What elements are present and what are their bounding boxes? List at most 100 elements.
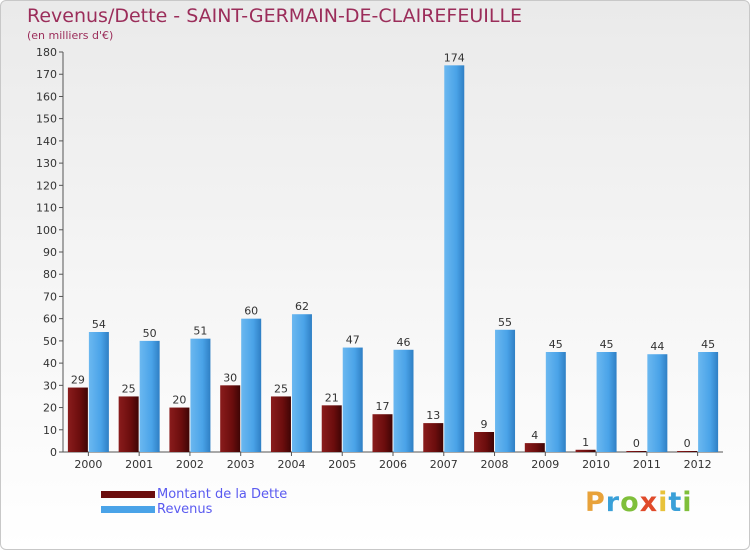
data-label-dette-2009: 4 [531,429,538,442]
logo-letter: i [682,487,693,518]
data-label-revenus-2000: 54 [92,318,106,331]
bar-dette-2007 [423,423,444,452]
bar-chart: 0102030405060708090100110120130140150160… [36,46,723,471]
bar-revenus-2001 [139,340,160,452]
bar-dette-2012 [677,451,698,452]
data-label-revenus-2007: 174 [444,51,465,64]
legend-label-dette: Montant de la Dette [157,487,288,502]
y-tick-label: 40 [43,357,57,370]
data-label-revenus-2006: 46 [397,336,411,349]
chart-title: Revenus/Dette - SAINT-GERMAIN-DE-CLAIREF… [27,5,523,27]
legend-label-revenus: Revenus [157,502,213,517]
chart-subtitle: (en milliers d'€) [27,29,114,42]
data-label-revenus-2010: 45 [600,338,614,351]
bar-revenus-2007 [444,65,465,452]
bar-revenus-2008 [495,329,516,452]
y-tick-label: 20 [43,402,57,415]
logo-letter: P [585,487,606,518]
data-label-revenus-2012: 45 [701,338,715,351]
x-tick-label: 2002 [176,458,204,471]
bar-revenus-2012 [698,352,719,452]
y-tick-label: 0 [50,446,57,459]
data-label-dette-2005: 21 [325,391,339,404]
y-tick-label: 130 [36,157,57,170]
y-tick-label: 170 [36,68,57,81]
data-label-dette-2012: 0 [684,437,691,450]
y-tick-label: 140 [36,135,57,148]
legend-item-revenus: Revenus [101,502,287,517]
bar-dette-2009 [524,443,545,452]
logo-letter: o [620,487,640,518]
legend-swatch-dette [101,491,155,498]
logo-letter: t [668,487,683,518]
bar-revenus-2009 [545,352,566,452]
data-label-dette-2007: 13 [426,409,440,422]
x-tick-label: 2009 [531,458,559,471]
bar-dette-2004 [270,396,291,452]
bar-revenus-2002 [190,338,211,452]
data-label-revenus-2005: 47 [346,334,360,347]
y-tick-label: 50 [43,335,57,348]
bar-dette-2008 [474,432,495,452]
y-tick-label: 180 [36,46,57,59]
y-tick-label: 70 [43,290,57,303]
y-tick-label: 100 [36,224,57,237]
bar-revenus-2011 [647,354,668,452]
chart-labels: 29 54 25 50 20 51 30 60 25 62 21 47 17 46 13 174 9 55 4 45 1… [71,51,715,450]
bar-dette-2006 [372,414,393,452]
bar-dette-2005 [321,405,342,452]
data-label-revenus-2008: 55 [498,316,512,329]
data-label-dette-2006: 17 [376,400,390,413]
x-tick-label: 2004 [277,458,305,471]
data-label-dette-2008: 9 [481,418,488,431]
x-tick-label: 2010 [582,458,610,471]
y-tick-label: 120 [36,179,57,192]
x-tick-label: 2007 [430,458,458,471]
y-tick-label: 10 [43,424,57,437]
x-tick-label: 2003 [227,458,255,471]
data-label-dette-2001: 25 [122,382,136,395]
bar-dette-2000 [67,387,88,452]
data-label-revenus-2004: 62 [295,300,309,313]
bar-revenus-2010 [596,352,617,452]
y-tick-label: 110 [36,202,57,215]
y-tick-label: 150 [36,113,57,126]
bar-dette-2011 [626,451,647,452]
x-tick-label: 2000 [74,458,102,471]
x-tick-label: 2005 [328,458,356,471]
x-tick-label: 2006 [379,458,407,471]
y-tick-label: 90 [43,246,57,259]
data-label-dette-2002: 20 [172,394,186,407]
data-label-revenus-2003: 60 [244,305,258,318]
x-tick-label: 2001 [125,458,153,471]
bar-revenus-2005 [342,347,363,452]
logo-letter: i [658,487,669,518]
bar-revenus-2006 [393,349,414,452]
data-label-revenus-2001: 50 [143,327,157,340]
bar-revenus-2004 [291,314,312,452]
bar-revenus-2003 [241,318,262,452]
bar-dette-2010 [575,449,596,452]
chart-bars [67,65,719,452]
data-label-dette-2010: 1 [582,436,589,449]
x-tick-label: 2011 [633,458,661,471]
bar-dette-2001 [118,396,139,452]
data-label-dette-2003: 30 [223,371,237,384]
y-tick-label: 80 [43,268,57,281]
x-tick-label: 2008 [481,458,509,471]
bar-revenus-2000 [88,332,109,452]
data-label-revenus-2009: 45 [549,338,563,351]
data-label-dette-2000: 29 [71,374,85,387]
data-label-dette-2004: 25 [274,382,288,395]
legend-item-dette: Montant de la Dette [101,487,287,502]
data-label-revenus-2011: 44 [650,340,664,353]
bar-dette-2003 [220,385,241,452]
logo-letter: r [605,487,621,518]
logo-letter: x [639,487,659,518]
x-tick-label: 2012 [684,458,712,471]
y-tick-label: 60 [43,313,57,326]
chart-legend: Montant de la Dette Revenus [101,487,287,517]
data-label-revenus-2002: 51 [193,325,207,338]
proxiti-logo: Proxiti [585,487,693,518]
